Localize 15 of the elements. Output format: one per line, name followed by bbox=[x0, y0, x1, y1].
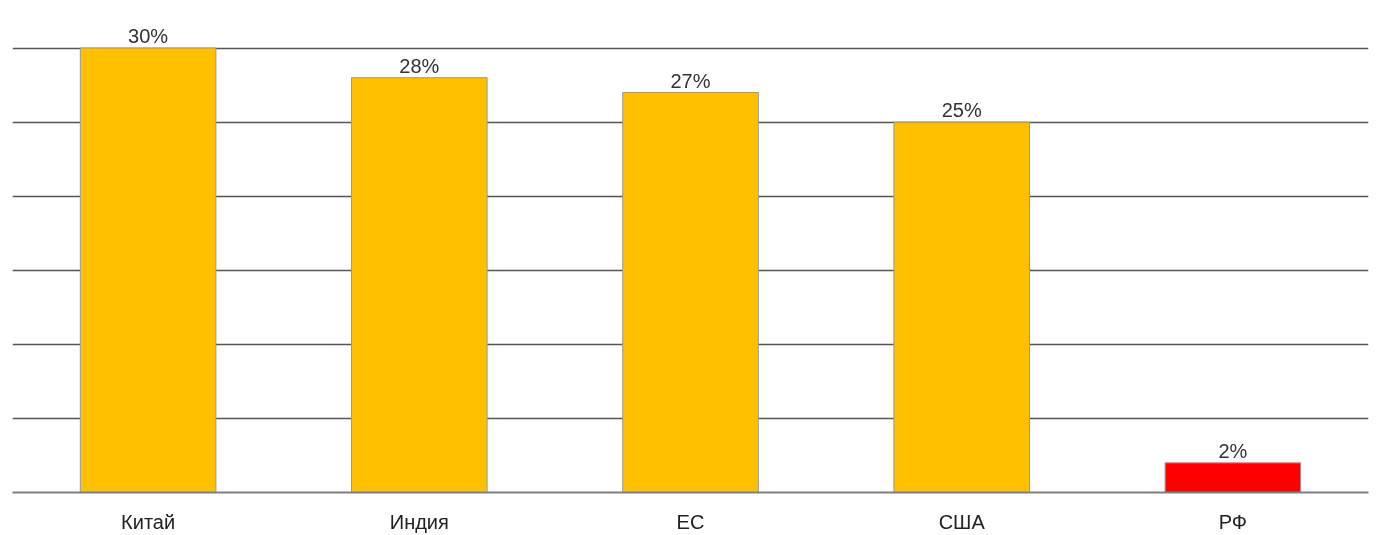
bar bbox=[893, 121, 1030, 493]
x-tick-label: Индия bbox=[389, 510, 449, 533]
x-tick-label: Китай bbox=[121, 510, 176, 533]
data-label: 25% bbox=[941, 99, 982, 122]
x-tick-label: США bbox=[938, 510, 986, 533]
x-tick-label: ЕС bbox=[676, 510, 705, 533]
bar bbox=[622, 92, 759, 493]
data-label: 30% bbox=[128, 25, 169, 48]
data-label: 27% bbox=[670, 69, 711, 92]
bar bbox=[1164, 462, 1302, 493]
data-label: 28% bbox=[399, 54, 440, 77]
bar bbox=[351, 77, 488, 493]
x-tick-label: РФ bbox=[1218, 510, 1248, 533]
data-label: 2% bbox=[1218, 439, 1248, 462]
bar bbox=[79, 47, 217, 493]
